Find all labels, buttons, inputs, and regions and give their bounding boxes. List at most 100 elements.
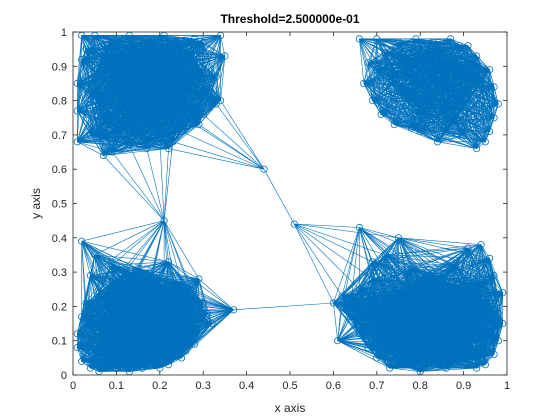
graph-edge [85, 292, 100, 324]
graph-edge [163, 220, 182, 283]
graph-edge [380, 114, 395, 125]
graph-edge [103, 120, 152, 156]
graph-edge [77, 333, 95, 355]
graph-edge [155, 45, 182, 91]
graph-edge [380, 114, 438, 143]
graph-edge [85, 302, 95, 355]
graph-edge [480, 79, 486, 142]
graph-edge [476, 141, 486, 149]
graph-edge [116, 76, 121, 132]
graph-edge [133, 69, 143, 84]
graph-edge [441, 79, 482, 84]
graph-edge [77, 83, 91, 94]
graph-edge [398, 90, 429, 101]
graph-edge [77, 59, 82, 142]
graph-edge [437, 48, 490, 70]
graph-edge [372, 69, 378, 101]
graph-edge [189, 86, 200, 125]
graph-edge [133, 261, 169, 280]
graph-edge [411, 120, 455, 129]
graph-edge [394, 124, 438, 143]
graph-edge [107, 42, 204, 46]
graph-edge [90, 264, 113, 276]
graph-edge [394, 124, 477, 149]
graph-edge [151, 278, 199, 287]
graph-edge [407, 83, 443, 98]
graph-edge [103, 127, 126, 156]
graph-edge [81, 240, 169, 263]
graph-edge [133, 45, 156, 70]
graph-edge [103, 48, 134, 60]
graph-edge [90, 76, 165, 94]
graph-edge [150, 72, 204, 122]
graph-edge [441, 83, 447, 111]
graph-edge [111, 261, 169, 283]
graph-edge [376, 69, 442, 84]
graph-edge [190, 52, 225, 57]
graph-edge [411, 66, 482, 81]
graph-edge [420, 120, 455, 132]
graph-edge [120, 76, 200, 125]
graph-edge [437, 48, 477, 64]
graph-edge [476, 62, 490, 70]
graph-edge [133, 69, 152, 122]
graph-edge [103, 59, 121, 77]
graph-edge [168, 117, 199, 125]
graph-edge [363, 83, 395, 125]
graph-edge [129, 103, 217, 146]
graph-edge [394, 114, 421, 125]
graph-edge [463, 79, 482, 105]
graph-edge [476, 62, 490, 132]
graph-edge [103, 76, 121, 156]
graph-edge [94, 69, 134, 74]
graph-edge [189, 52, 200, 125]
graph-edge [77, 35, 82, 111]
graph-edge [411, 66, 443, 84]
graph-edge [103, 52, 191, 60]
graph-edge [163, 148, 169, 221]
graph-edge [476, 55, 499, 105]
graph-edge [220, 55, 226, 101]
graph-edge [90, 275, 152, 287]
graph-edge [90, 59, 104, 94]
graph-edge [155, 35, 221, 46]
graph-edge [116, 97, 143, 132]
graph-edge [168, 261, 200, 280]
graph-edge [112, 148, 147, 153]
graph-edge [198, 278, 234, 311]
graph-edge [411, 66, 473, 74]
graph-edge [111, 220, 165, 266]
graph-edge [150, 90, 182, 122]
graph-edge [159, 138, 165, 221]
graph-edge [411, 59, 442, 67]
graph-edge [159, 364, 169, 369]
graph-edge [155, 45, 217, 105]
graph-edge [398, 62, 477, 91]
graph-edge [77, 138, 100, 143]
graph-edge [142, 45, 156, 98]
graph-edge [81, 282, 113, 317]
graph-edge [155, 45, 225, 57]
graph-edge [216, 100, 221, 105]
graph-edge [85, 265, 113, 304]
graph-edge [172, 35, 221, 50]
graph-edge [81, 361, 91, 369]
graph-edge [385, 48, 438, 53]
graph-edge [372, 76, 391, 101]
graph-edge [124, 72, 204, 129]
graph-edge [181, 309, 234, 359]
graph-edge [81, 241, 91, 276]
graph-edge [103, 59, 126, 129]
graph-edge [103, 97, 143, 156]
graph-edge [129, 145, 165, 221]
graph-edge [420, 103, 464, 115]
graph-edge [220, 100, 265, 170]
graph-edge [476, 62, 486, 142]
graph-edge [103, 45, 156, 60]
graph-edge [476, 62, 495, 88]
graph-edge [389, 48, 438, 77]
graph-edge [146, 148, 165, 221]
graph-edge [376, 69, 408, 98]
graph-edge [124, 49, 135, 129]
graph-edge [146, 121, 152, 149]
